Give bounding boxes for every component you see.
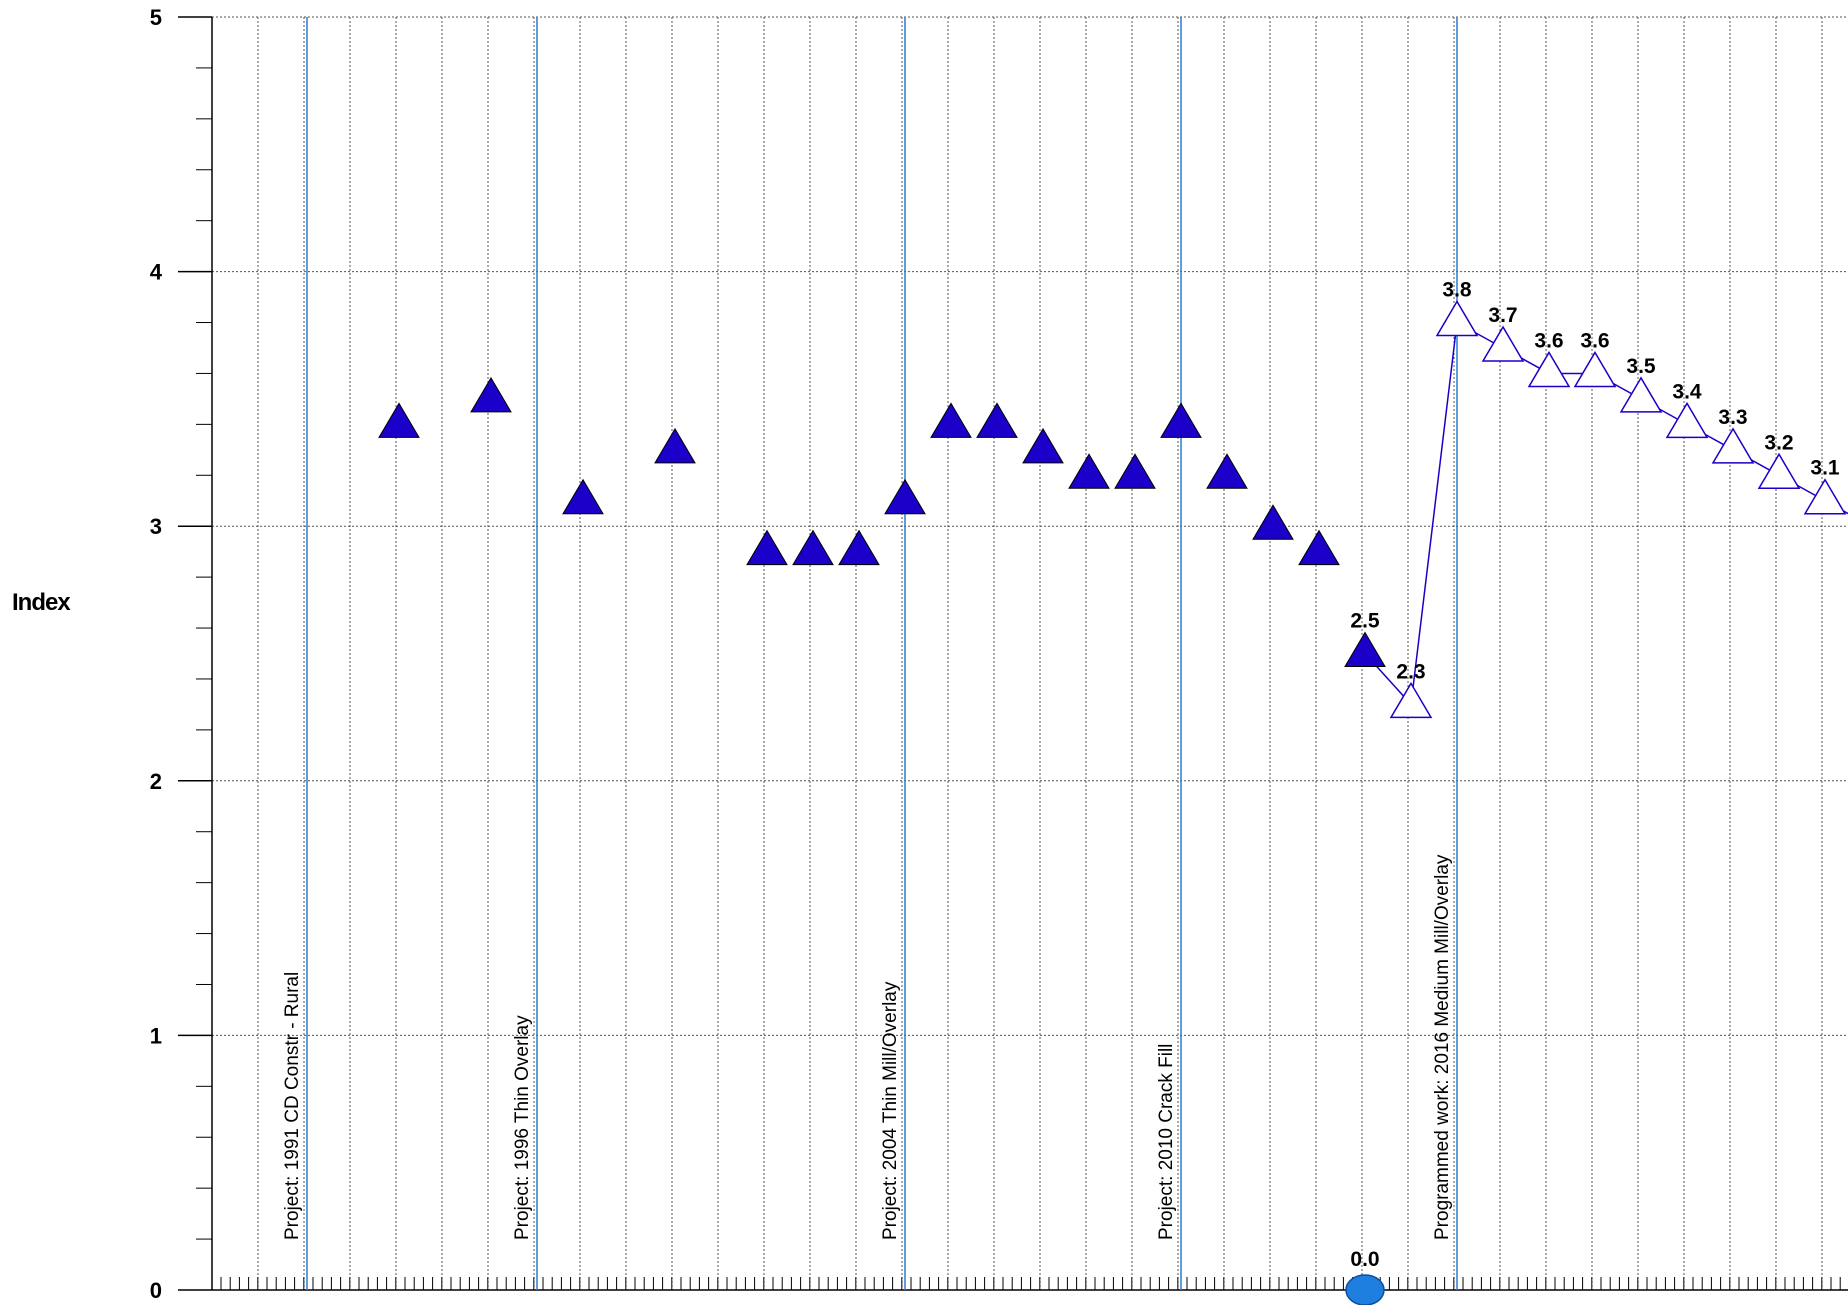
measured-point bbox=[884, 478, 926, 515]
grid bbox=[212, 16, 1848, 1290]
measured-point bbox=[562, 478, 604, 515]
y-tick-label: 3 bbox=[150, 514, 162, 539]
projected-point bbox=[1435, 300, 1479, 337]
measured-point bbox=[1068, 453, 1110, 489]
projected-point bbox=[1527, 350, 1571, 388]
measured-point bbox=[838, 529, 880, 566]
measured-point bbox=[1252, 504, 1294, 540]
projected-point bbox=[1481, 325, 1525, 362]
measured-point bbox=[1206, 453, 1248, 489]
projected-point bbox=[1803, 478, 1847, 515]
y-axis-label: Index bbox=[12, 589, 71, 616]
data-label: 3.6 bbox=[1580, 329, 1609, 352]
data-labels: 2.52.33.83.73.63.63.53.43.33.23.13.00.0 bbox=[1345, 279, 1840, 1305]
data-label: 3.4 bbox=[1672, 380, 1702, 403]
event-label: Project: 2004 Thin Mill/Overlay bbox=[880, 981, 901, 1240]
measured-point bbox=[1344, 631, 1386, 667]
data-label: 3.6 bbox=[1534, 329, 1563, 352]
measured-point bbox=[470, 376, 512, 413]
event-label: Project: 2010 Crack Fill bbox=[1156, 1044, 1177, 1240]
current-year-label: 0.0 bbox=[1350, 1248, 1379, 1271]
event-label: Project: 1991 CD Constr - Rural bbox=[282, 972, 303, 1240]
event-label: Project: 1996 Thin Overlay bbox=[512, 1015, 533, 1240]
data-label: 3.3 bbox=[1718, 406, 1747, 429]
measured-point bbox=[1298, 529, 1340, 566]
event-label: Programmed work: 2016 Medium Mill/Overla… bbox=[1432, 854, 1453, 1240]
projected-point bbox=[1711, 427, 1755, 464]
data-label: 3.8 bbox=[1442, 279, 1472, 302]
measured-point bbox=[1160, 402, 1202, 438]
measured-point bbox=[1022, 427, 1064, 464]
data-label: 2.5 bbox=[1350, 610, 1380, 633]
event-lines: Project: 1991 CD Constr - Rural Project: … bbox=[282, 17, 1458, 1290]
y-axis: 0 1 2 3 4 5 bbox=[150, 5, 1848, 1303]
projected-point bbox=[1573, 350, 1617, 388]
projected-point bbox=[1757, 452, 1801, 490]
data-label: 3.7 bbox=[1488, 304, 1517, 327]
projected-point bbox=[1389, 681, 1433, 719]
series bbox=[378, 300, 1848, 719]
data-label: 2.3 bbox=[1396, 660, 1425, 683]
y-tick-label: 4 bbox=[150, 260, 163, 285]
y-tick-label: 0 bbox=[150, 1278, 162, 1303]
projected-point bbox=[1619, 376, 1663, 413]
data-label: 3.1 bbox=[1810, 457, 1840, 480]
measured-point bbox=[930, 402, 972, 438]
measured-point bbox=[654, 427, 696, 464]
measured-point bbox=[976, 402, 1018, 438]
measured-point bbox=[1114, 453, 1156, 489]
y-tick-label: 1 bbox=[150, 1023, 162, 1048]
measured-point bbox=[792, 529, 834, 566]
data-label: 3.2 bbox=[1764, 431, 1793, 454]
measured-point bbox=[746, 529, 788, 566]
y-tick-label: 5 bbox=[150, 5, 162, 30]
current-year-marker bbox=[1345, 1274, 1385, 1305]
projected-point bbox=[1665, 401, 1709, 439]
data-label: 3.5 bbox=[1626, 355, 1656, 378]
measured-point bbox=[378, 402, 420, 438]
y-tick-label: 2 bbox=[150, 769, 162, 794]
